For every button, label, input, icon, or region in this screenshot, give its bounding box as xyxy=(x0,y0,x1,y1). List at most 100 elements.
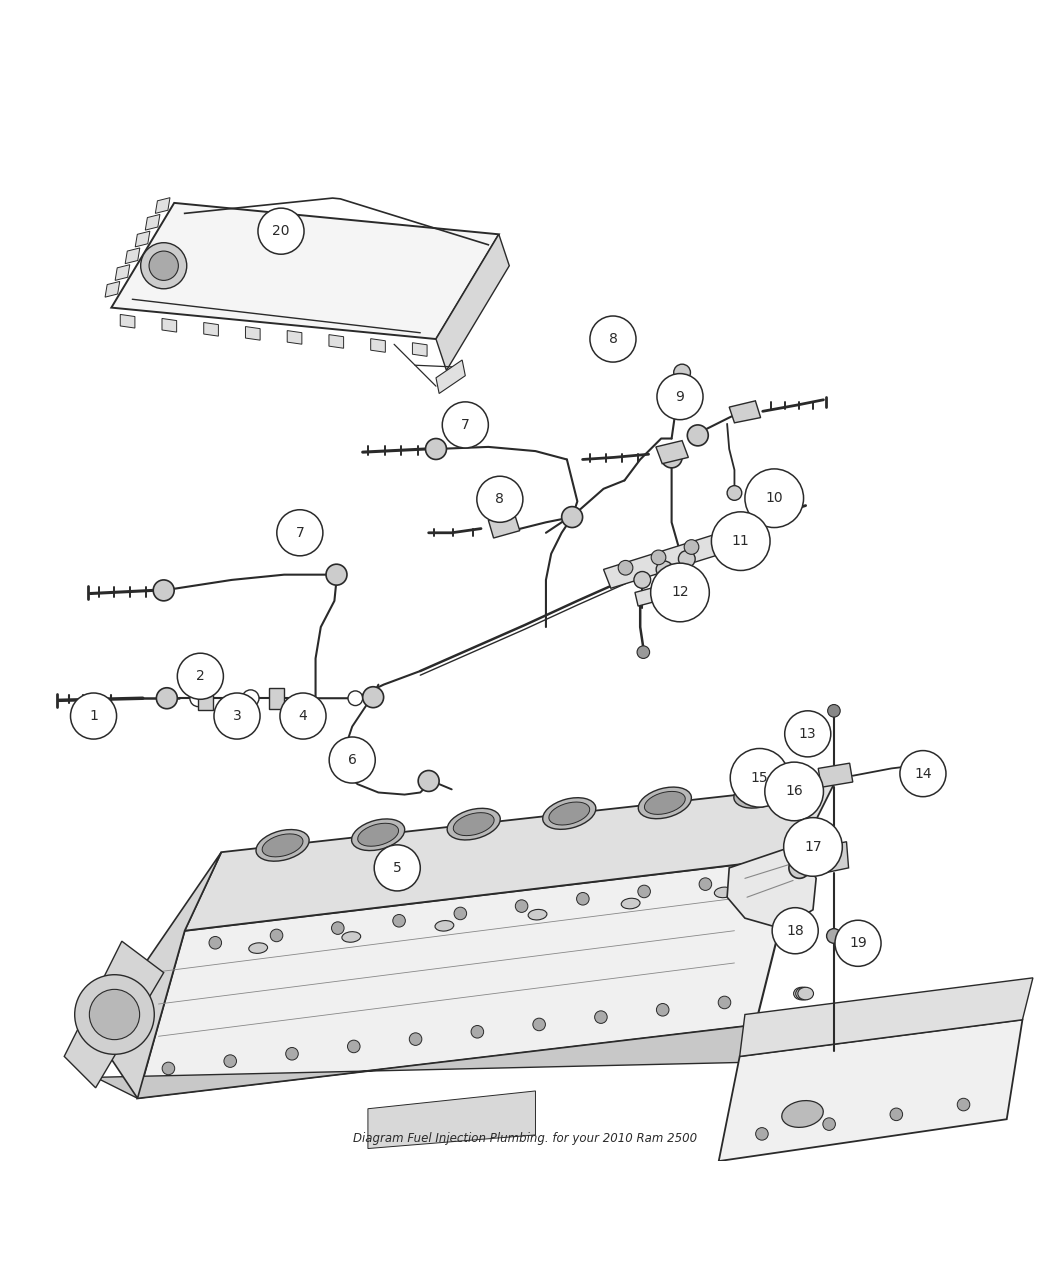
Circle shape xyxy=(277,510,323,556)
Text: Diagram Fuel Injection Plumbing. for your 2010 Ram 2500: Diagram Fuel Injection Plumbing. for you… xyxy=(353,1132,697,1145)
Polygon shape xyxy=(488,514,520,538)
Circle shape xyxy=(678,551,695,567)
Circle shape xyxy=(209,936,222,949)
Circle shape xyxy=(410,1033,422,1045)
Text: 2: 2 xyxy=(196,669,205,683)
Polygon shape xyxy=(121,315,134,328)
Circle shape xyxy=(270,929,282,942)
Text: 13: 13 xyxy=(799,727,817,741)
Ellipse shape xyxy=(249,942,268,954)
Circle shape xyxy=(634,571,651,588)
Polygon shape xyxy=(288,330,301,344)
Polygon shape xyxy=(96,852,222,1098)
Polygon shape xyxy=(111,203,499,339)
Circle shape xyxy=(651,564,710,622)
Ellipse shape xyxy=(782,1100,823,1127)
Polygon shape xyxy=(145,214,160,230)
Circle shape xyxy=(789,857,810,878)
Circle shape xyxy=(576,892,589,905)
Polygon shape xyxy=(204,323,218,337)
Polygon shape xyxy=(185,784,834,931)
Polygon shape xyxy=(727,845,816,928)
Circle shape xyxy=(651,550,666,565)
Circle shape xyxy=(827,705,840,717)
Polygon shape xyxy=(635,580,686,606)
Circle shape xyxy=(823,1118,836,1131)
Circle shape xyxy=(243,690,259,706)
Circle shape xyxy=(532,1019,545,1030)
Text: 10: 10 xyxy=(765,491,783,505)
Text: 19: 19 xyxy=(849,936,867,950)
Circle shape xyxy=(488,479,503,493)
Text: 11: 11 xyxy=(732,534,750,548)
Circle shape xyxy=(471,1025,484,1038)
Polygon shape xyxy=(729,400,760,423)
Polygon shape xyxy=(656,441,689,464)
Ellipse shape xyxy=(352,819,404,850)
Ellipse shape xyxy=(714,887,733,898)
Text: 14: 14 xyxy=(915,766,931,780)
Circle shape xyxy=(718,996,731,1009)
Ellipse shape xyxy=(435,921,454,931)
Circle shape xyxy=(594,1011,607,1024)
Polygon shape xyxy=(125,247,140,264)
Circle shape xyxy=(418,770,439,792)
Circle shape xyxy=(141,242,187,288)
Ellipse shape xyxy=(256,830,309,861)
Ellipse shape xyxy=(794,987,810,1000)
Circle shape xyxy=(190,690,207,706)
Circle shape xyxy=(224,1054,236,1067)
Polygon shape xyxy=(371,339,385,352)
Polygon shape xyxy=(135,231,150,247)
Polygon shape xyxy=(821,842,848,873)
Text: 1: 1 xyxy=(89,709,98,723)
Circle shape xyxy=(662,448,682,468)
Circle shape xyxy=(425,439,446,459)
Circle shape xyxy=(685,539,699,555)
Circle shape xyxy=(835,921,881,966)
Circle shape xyxy=(332,922,344,935)
Ellipse shape xyxy=(638,787,691,819)
Polygon shape xyxy=(270,687,285,709)
Polygon shape xyxy=(162,319,176,332)
Polygon shape xyxy=(138,857,797,1098)
Circle shape xyxy=(688,425,709,446)
Text: 8: 8 xyxy=(496,492,504,506)
Polygon shape xyxy=(246,326,260,340)
Circle shape xyxy=(327,565,346,585)
Ellipse shape xyxy=(262,834,303,857)
Circle shape xyxy=(348,691,362,705)
Text: 9: 9 xyxy=(675,390,685,404)
Circle shape xyxy=(362,687,383,708)
Text: 16: 16 xyxy=(785,784,803,798)
Text: 12: 12 xyxy=(671,585,689,599)
Ellipse shape xyxy=(528,909,547,921)
Circle shape xyxy=(826,928,841,944)
Ellipse shape xyxy=(342,932,361,942)
Text: 8: 8 xyxy=(609,332,617,346)
Circle shape xyxy=(393,914,405,927)
Circle shape xyxy=(764,762,823,821)
Circle shape xyxy=(442,402,488,448)
Polygon shape xyxy=(155,198,170,213)
Circle shape xyxy=(348,1040,360,1053)
Polygon shape xyxy=(329,334,343,348)
Circle shape xyxy=(730,748,789,807)
Polygon shape xyxy=(719,1020,1023,1162)
Text: 5: 5 xyxy=(393,861,401,875)
Circle shape xyxy=(791,827,807,845)
Circle shape xyxy=(214,694,260,739)
Text: 6: 6 xyxy=(348,754,357,768)
Circle shape xyxy=(900,751,946,797)
Circle shape xyxy=(744,469,803,528)
Text: 3: 3 xyxy=(233,709,242,723)
Circle shape xyxy=(162,1062,174,1075)
Ellipse shape xyxy=(447,808,500,840)
Circle shape xyxy=(784,710,831,757)
Ellipse shape xyxy=(549,802,590,825)
Circle shape xyxy=(618,561,633,575)
Circle shape xyxy=(783,817,842,876)
Circle shape xyxy=(70,694,117,739)
Text: 15: 15 xyxy=(751,771,769,785)
Ellipse shape xyxy=(622,899,640,909)
